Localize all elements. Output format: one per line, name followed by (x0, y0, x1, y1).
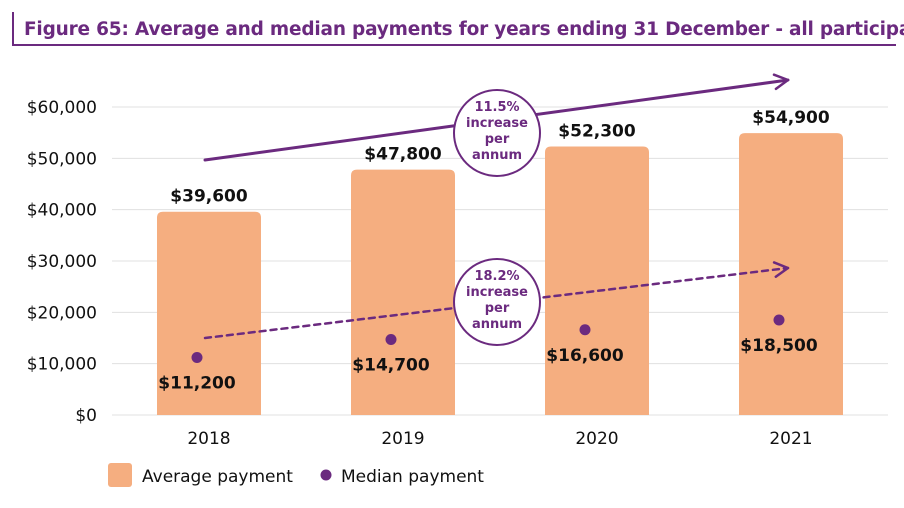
callout-text: per (485, 301, 510, 316)
median-trend-arrow (203, 266, 790, 340)
x-tick-label: 2019 (381, 429, 424, 449)
bar-average-payment (545, 146, 649, 415)
median-value-label: $11,200 (158, 374, 236, 394)
median-series (191, 314, 785, 364)
callout-circle (453, 258, 541, 346)
bar-series (157, 133, 843, 415)
bar-value-label: $39,600 (170, 187, 248, 207)
callout-text: increase (466, 116, 528, 131)
bar-average-payment (351, 169, 455, 415)
y-tick-label: $60,000 (27, 98, 97, 118)
callout-text: 18.2% (474, 269, 519, 284)
y-tick-label: $20,000 (27, 303, 97, 323)
median-value-label: $14,700 (352, 356, 430, 376)
bar-value-label: $52,300 (558, 122, 636, 142)
callout-text: per (485, 132, 510, 147)
title-frame: Figure 65: Average and median payments f… (12, 12, 904, 46)
y-tick-label: $30,000 (27, 252, 97, 272)
y-tick-labels: $0 $10,000 $20,000 $30,000 $40,000 $50,000 $60… (27, 98, 97, 426)
y-tick-label: $40,000 (27, 201, 97, 221)
callout-text: annum (472, 317, 522, 332)
callout-circle (453, 89, 541, 177)
bar-value-label: $54,900 (752, 108, 830, 128)
median-value-label: $18,500 (740, 336, 818, 356)
median-point (579, 324, 591, 336)
callout-text: increase (466, 285, 528, 300)
legend-label-average: Average payment (142, 467, 293, 487)
median-value-label: $16,600 (546, 346, 624, 366)
callout-text: annum (472, 148, 522, 163)
median-point (385, 334, 397, 346)
chart-title: Figure 65: Average and median payments f… (24, 19, 904, 40)
y-tick-label: $0 (75, 406, 97, 426)
callout-text: 11.5% (474, 100, 519, 115)
median-trend-arrow-head (772, 261, 790, 278)
bar-average-payment (739, 133, 843, 415)
legend-label-median: Median payment (341, 467, 484, 487)
x-tick-labels: 2018 2019 2020 2021 (187, 429, 812, 449)
callouts: 11.5%increaseperannum18.2%increaseperann… (453, 89, 541, 346)
x-tick-label: 2021 (769, 429, 812, 449)
x-tick-label: 2018 (187, 429, 230, 449)
bar-average-payment (157, 211, 261, 415)
legend-swatch-median (320, 469, 332, 481)
legend: Average payment Median payment (108, 463, 484, 487)
y-tick-label: $50,000 (27, 149, 97, 169)
median-point (191, 352, 203, 364)
average-trend-arrow-head (772, 73, 790, 91)
legend-swatch-average (108, 463, 132, 487)
data-labels: $39,600 $11,200 $47,800 $14,700 $52,300 $16,6… (158, 108, 830, 393)
bar-value-label: $47,800 (364, 145, 442, 165)
y-tick-label: $10,000 (27, 355, 97, 375)
x-tick-label: 2020 (575, 429, 618, 449)
median-point (773, 314, 785, 326)
